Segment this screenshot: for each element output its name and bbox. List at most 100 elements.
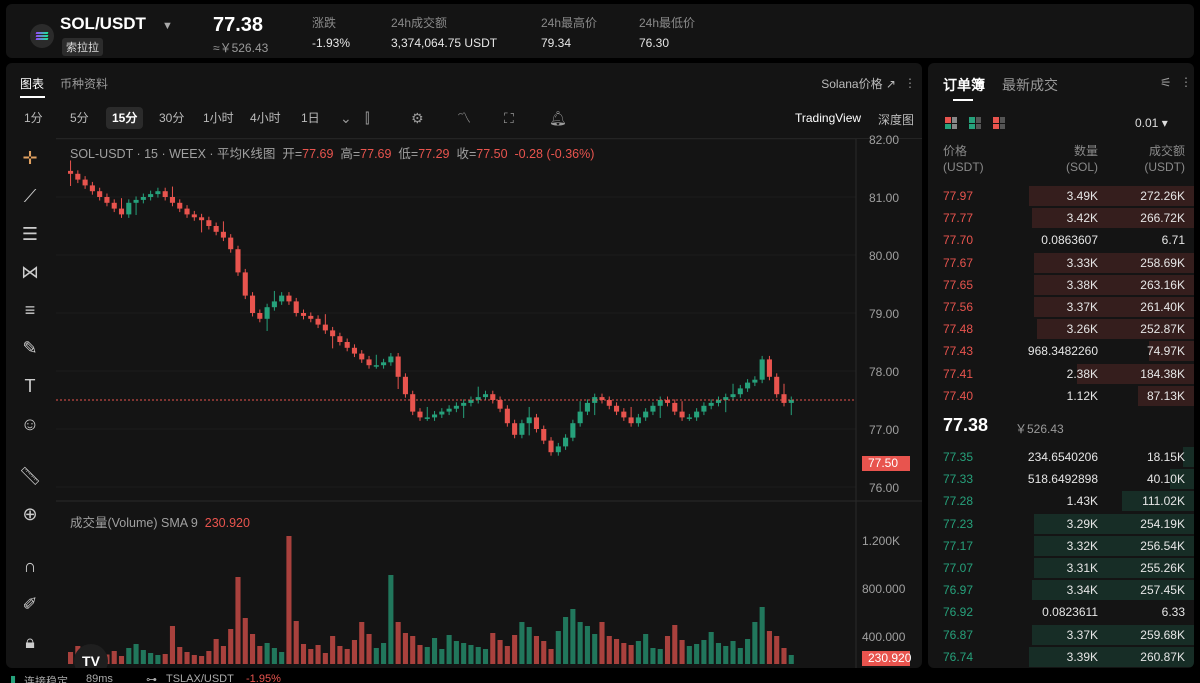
trend-line-icon[interactable]: ⟋ <box>23 185 37 206</box>
price-chart[interactable]: SOL-USDT · 15 · WEEX · 平均K线图 开=77.69 高=7… <box>56 133 922 668</box>
more-menu-icon[interactable]: ⋮ <box>1180 75 1192 89</box>
fib-levels-icon[interactable]: ≡ <box>24 299 36 320</box>
drawing-toolbar: ✛ ⟋ ☰ ⋈ ≡ ✎ T ☺ 📏︎ ⊕ ∩ ✐ 🔒︎ <box>6 138 54 668</box>
timeframe-1h[interactable]: 1小时 <box>203 111 234 125</box>
candle <box>432 414 438 418</box>
sliders-icon[interactable]: ⚟ <box>1160 75 1172 90</box>
tradingview-view-tab[interactable]: TradingView <box>795 111 862 125</box>
orderbook-row[interactable]: 77.07 3.31K 255.26K <box>928 557 1194 579</box>
volume-tag: 230.920 <box>862 651 911 666</box>
orderbook-row[interactable]: 77.97 3.49K 272.26K <box>928 185 1194 207</box>
volume-bar <box>169 626 176 664</box>
view-bids-icon[interactable] <box>969 117 981 129</box>
candle <box>745 382 751 389</box>
emoji-icon[interactable]: ☺ <box>20 413 40 434</box>
orderbook-row[interactable]: 77.67 3.33K 258.69K <box>928 252 1194 274</box>
candle <box>140 197 146 200</box>
stat-high-value: 79.34 <box>541 36 572 50</box>
orderbook-row[interactable]: 77.48 3.26K 252.87K <box>928 318 1194 340</box>
magnet-icon[interactable]: ∩ <box>23 555 37 576</box>
volume-bar <box>344 649 350 664</box>
tab-orderbook[interactable]: 订单簿 <box>943 77 985 93</box>
solana-price-link[interactable]: Solana价格 ↗ <box>821 77 896 91</box>
tab-chart[interactable]: 图表 <box>20 77 45 91</box>
lock-drawing-icon[interactable]: ✐ <box>22 593 38 614</box>
alert-bell-icon[interactable]: 🔔︎ <box>549 110 567 126</box>
precision-select[interactable]: 0.01 ▾ <box>1135 116 1168 130</box>
timeframe-1m[interactable]: 1分 <box>24 111 43 125</box>
timeframe-1d[interactable]: 1日 <box>301 111 320 125</box>
candle <box>235 249 241 273</box>
indicators-icon[interactable]: 〽 <box>457 110 471 126</box>
orderbook-row[interactable]: 77.43 968.3482260 74.97K <box>928 340 1194 362</box>
orderbook-row[interactable]: 77.56 3.37K 261.40K <box>928 296 1194 318</box>
horizontal-lines-icon[interactable]: ☰ <box>21 223 39 244</box>
stat-high-label: 24h最高价 <box>541 16 598 30</box>
more-menu-icon[interactable]: ⋮ <box>904 76 916 90</box>
row-total: 272.26K <box>1140 189 1185 203</box>
candle <box>228 237 234 250</box>
tab-coin-info[interactable]: 币种资料 <box>60 77 109 91</box>
pattern-icon[interactable]: ⋈ <box>21 261 39 282</box>
pair-selector[interactable]: SOL/USDT <box>60 14 146 33</box>
volume-bar <box>330 636 336 664</box>
orderbook-row[interactable]: 77.17 3.32K 256.54K <box>928 535 1194 557</box>
orderbook-row[interactable]: 77.70 0.0863607 6.71 <box>928 229 1194 251</box>
depth-bar <box>1031 208 1194 229</box>
orderbook-row[interactable]: 76.87 3.37K 259.68K <box>928 624 1194 646</box>
ticker-pair[interactable]: TSLAX/USDT <box>166 673 234 683</box>
orderbook-row[interactable]: 76.97 3.34K 257.45K <box>928 579 1194 601</box>
row-qty: 3.39K <box>1066 649 1098 664</box>
orderbook-row[interactable]: 77.28 1.43K 111.02K <box>928 490 1194 512</box>
candle <box>606 400 612 406</box>
fullscreen-icon[interactable]: ⛶ <box>504 110 514 126</box>
orderbook-row[interactable]: 77.77 3.42K 266.72K <box>928 207 1194 229</box>
timeframe-15m[interactable]: 15分 <box>106 107 144 129</box>
orderbook-row[interactable]: 77.33 518.6492898 40.10K <box>928 468 1194 490</box>
orderbook-row[interactable]: 77.41 2.38K 184.38K <box>928 363 1194 385</box>
orderbook-row[interactable]: 77.23 3.29K 254.19K <box>928 513 1194 535</box>
depth-chart-tab[interactable]: 深度图 <box>878 113 915 127</box>
candle <box>250 295 256 313</box>
row-qty: 3.38K <box>1066 277 1098 292</box>
orderbook-row[interactable]: 77.40 1.12K 87.13K <box>928 385 1194 407</box>
volume-bar <box>118 656 125 664</box>
zoom-in-icon[interactable]: ⊕ <box>22 503 38 524</box>
volume-bar <box>366 634 372 664</box>
settings-gear-icon[interactable]: ⚙ <box>411 110 424 126</box>
solana-coin-icon <box>30 24 54 48</box>
text-tool-icon[interactable]: T <box>24 375 36 396</box>
crosshair-icon[interactable]: ✛ <box>22 147 38 168</box>
timeframe-4h[interactable]: 4小时 <box>250 111 281 125</box>
row-qty: 1.43K <box>1066 494 1098 509</box>
volume-bar <box>788 655 794 664</box>
orderbook-row[interactable]: 76.92 0.0823611 6.33 <box>928 601 1194 623</box>
timeframe-30m[interactable]: 30分 <box>159 111 185 125</box>
volume-bar <box>519 622 525 664</box>
timeframe-5m[interactable]: 5分 <box>70 111 89 125</box>
orderbook-row[interactable]: 77.35 234.6540206 18.15K <box>928 446 1194 468</box>
tab-recent-trades[interactable]: 最新成交 <box>1002 77 1058 93</box>
volume-bar <box>672 625 678 664</box>
orderbook-row[interactable]: 77.65 3.38K 263.16K <box>928 274 1194 296</box>
ruler-icon[interactable]: 📏︎ <box>18 465 42 486</box>
volume-bar <box>643 634 649 664</box>
volume-bar <box>279 652 285 664</box>
col-qty-unit: (SOL) <box>1065 160 1098 174</box>
price-tick: 81.00 <box>869 191 900 205</box>
lock-icon[interactable]: 🔒︎ <box>25 631 35 652</box>
row-qty: 234.6540206 <box>1027 450 1098 464</box>
orderbook-row[interactable]: 76.74 3.39K 260.87K <box>928 646 1194 668</box>
view-asks-icon[interactable] <box>993 117 1005 129</box>
view-both-icon[interactable] <box>945 117 957 129</box>
chevron-down-icon[interactable]: ⌄ <box>340 110 352 126</box>
candle-type-icon[interactable]: ⫿ <box>365 110 370 126</box>
legend-title: SOL-USDT · 15 · WEEX · 平均K线图 <box>70 147 276 161</box>
volume-bar <box>592 634 598 664</box>
brush-icon[interactable]: ✎ <box>22 337 38 358</box>
candle <box>715 400 722 403</box>
chevron-down-icon[interactable]: ▼ <box>162 20 173 32</box>
price-tick: 77.00 <box>869 423 900 437</box>
candle <box>417 411 423 418</box>
row-total: 74.97K <box>1146 344 1185 359</box>
